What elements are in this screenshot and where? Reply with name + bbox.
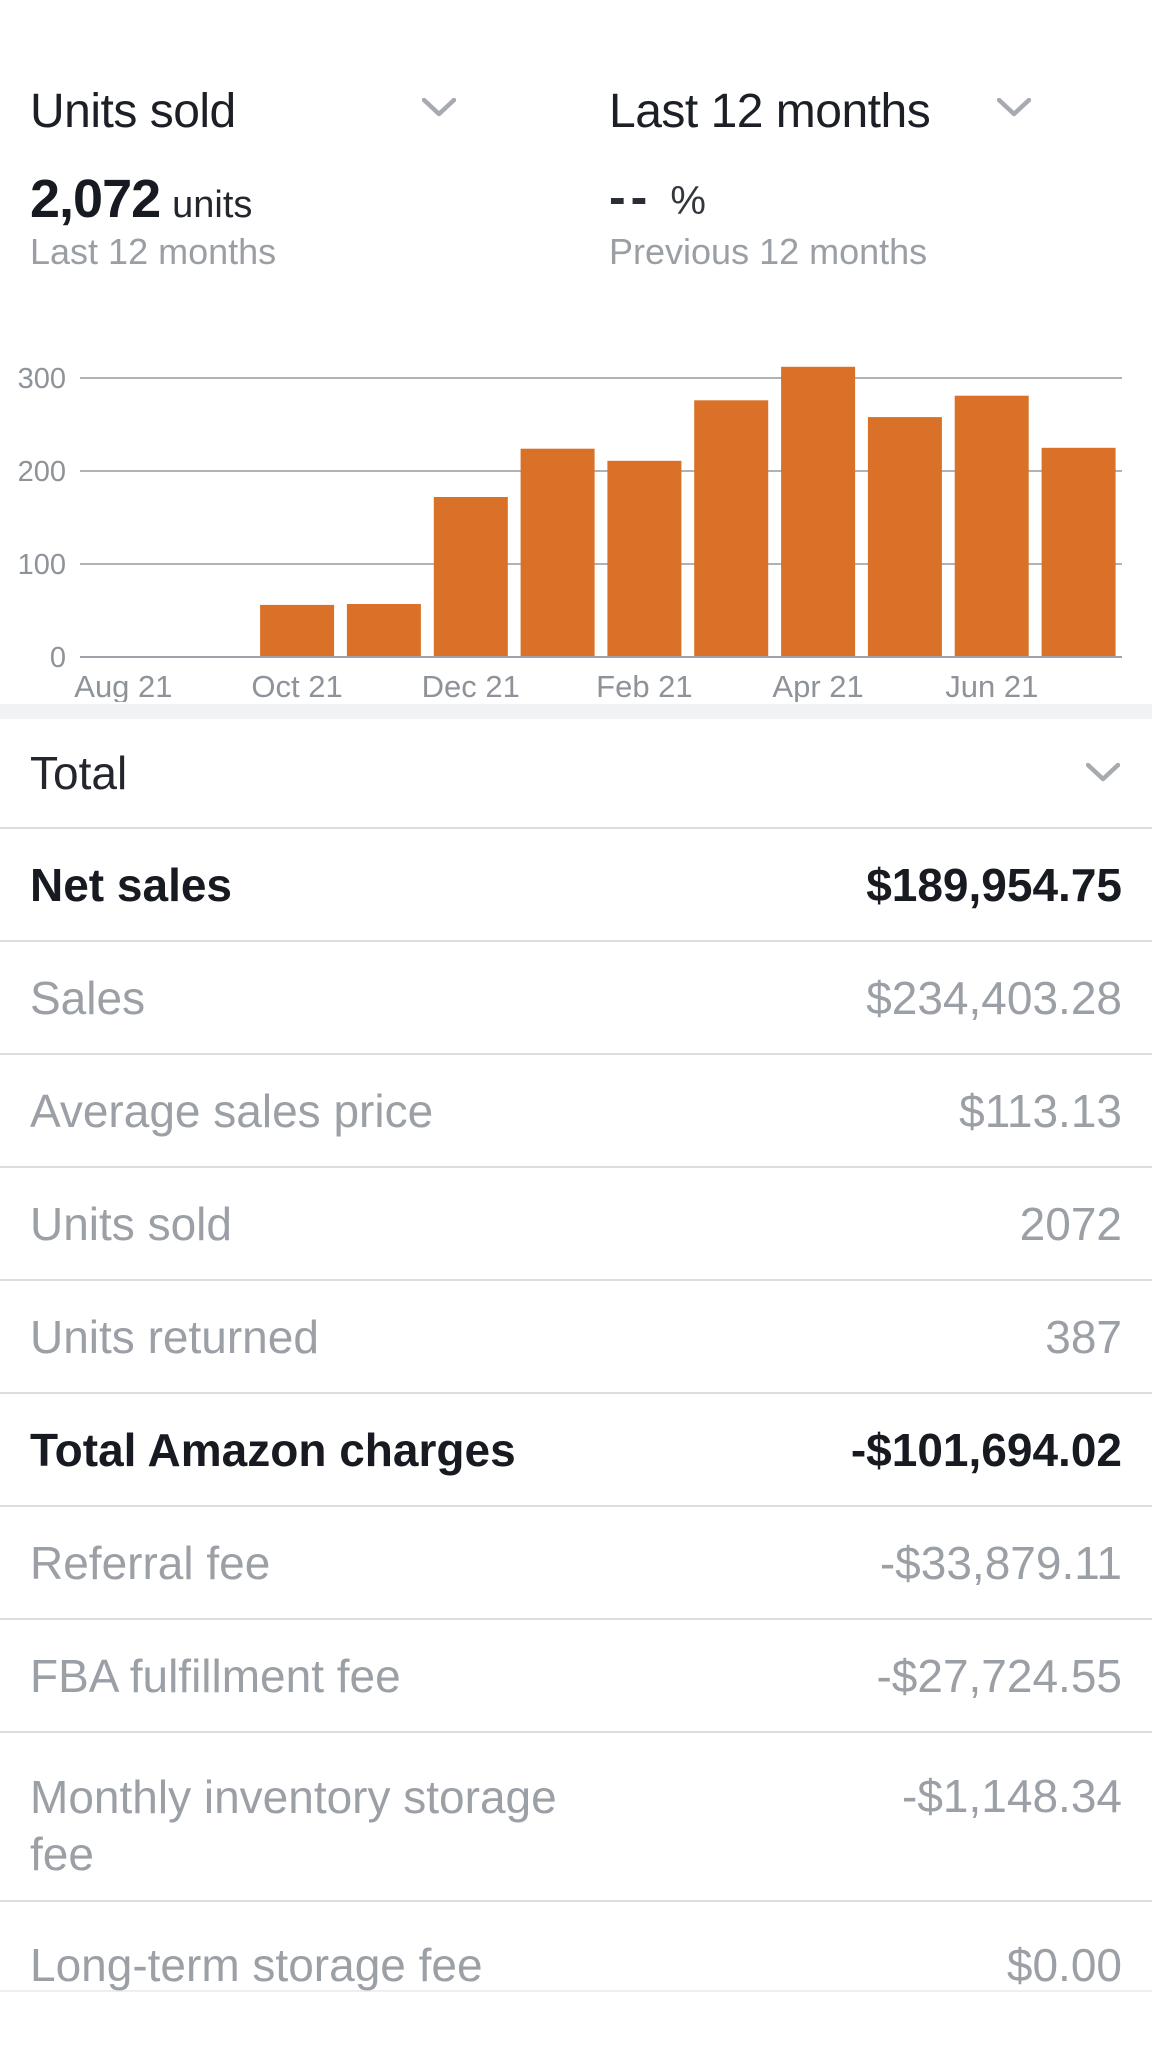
metric-unit: units [172,184,253,226]
row-label: Average sales price [30,1084,434,1137]
row-value: -$101,694.02 [850,1423,1122,1476]
bar-month-4 [346,604,421,657]
row-label: Sales [30,971,146,1024]
row-value: -$33,879.11 [879,1536,1122,1589]
bar-month-6 [520,448,595,657]
bar-month-5 [433,497,508,657]
table-row: Net sales $189,954.75 [0,827,1152,940]
table-row: Monthly inventory storage fee -$1,148.34 [0,1731,1152,1900]
row-label: Long-term storage fee [30,1939,483,1991]
chevron-down-icon [1086,763,1120,783]
comparison-value: -- [609,169,653,225]
summary-table: Total Net sales $189,954.75 Sales $234,4… [0,719,1152,1992]
row-label: Net sales [30,858,233,911]
bar-month-7 [607,460,682,657]
y-axis-label-0: 0 [50,642,66,674]
table-row: Units returned 387 [0,1279,1152,1392]
x-axis-label-jun-21: Jun 21 [945,669,1038,702]
metric-value-row: 2,072 units [30,168,252,230]
bar-month-3 [260,604,335,657]
row-value: 387 [1045,1310,1122,1363]
row-value: $189,954.75 [866,858,1122,911]
table-row: Sales $234,403.28 [0,940,1152,1053]
comparison-period-label: Previous 12 months [609,231,928,272]
y-axis-label-300: 300 [18,363,66,395]
bar-month-10 [867,417,942,657]
x-axis-label-aug-21: Aug 21 [74,669,172,702]
row-label: FBA fulfillment fee [30,1649,401,1702]
row-label: Total Amazon charges [30,1423,516,1476]
comparison-value-row: -- % [609,168,706,226]
row-label: Referral fee [30,1536,271,1589]
table-row: Long-term storage fee $0.00 [0,1900,1152,1992]
bar-month-11 [954,395,1029,657]
table-row: Units sold 2072 [0,1166,1152,1279]
y-axis-label-200: 200 [18,456,66,488]
bar-month-8 [694,400,769,657]
table-row: Total Amazon charges -$101,694.02 [0,1392,1152,1505]
table-row: Average sales price $113.13 [0,1053,1152,1166]
table-row: FBA fulfillment fee -$27,724.55 [0,1618,1152,1731]
bar-month-9 [781,366,856,657]
row-label: Monthly inventory storage fee [30,1771,557,1880]
row-value: -$1,148.34 [902,1770,1122,1822]
metric-period-label: Last 12 months [30,231,277,272]
x-axis-label-feb-21: Feb 21 [596,669,693,702]
y-axis-label-100: 100 [18,549,66,581]
comparison-unit: % [670,179,706,223]
chevron-down-icon[interactable] [997,98,1031,118]
row-value: $234,403.28 [866,971,1122,1024]
units-sold-bar-chart: 0 100 200 300 Aug 21 Oct 21 Dec 21 Feb 21 Apr 21… [18,363,1122,702]
bar-month-12 [1041,447,1116,658]
table-row: Referral fee -$33,879.11 [0,1505,1152,1618]
section-separator-band [0,704,1152,719]
row-value: $113.13 [959,1084,1122,1137]
row-label: Units returned [30,1310,319,1363]
x-axis-label-oct-21: Oct 21 [251,669,342,702]
period-selector[interactable]: Last 12 months [609,85,931,138]
metric-selector[interactable]: Units sold [30,85,236,138]
metric-value: 2,072 [30,169,161,229]
total-section-header[interactable]: Total [0,719,1152,827]
row-value: $0.00 [1006,1939,1122,1991]
chevron-down-icon[interactable] [422,98,456,118]
x-axis-label-apr-21: Apr 21 [772,669,863,702]
row-value: -$27,724.55 [876,1649,1122,1702]
row-value: 2072 [1019,1197,1122,1250]
row-label: Units sold [30,1197,232,1250]
x-axis-label-dec-21: Dec 21 [422,669,520,702]
total-section-label: Total [30,747,128,799]
